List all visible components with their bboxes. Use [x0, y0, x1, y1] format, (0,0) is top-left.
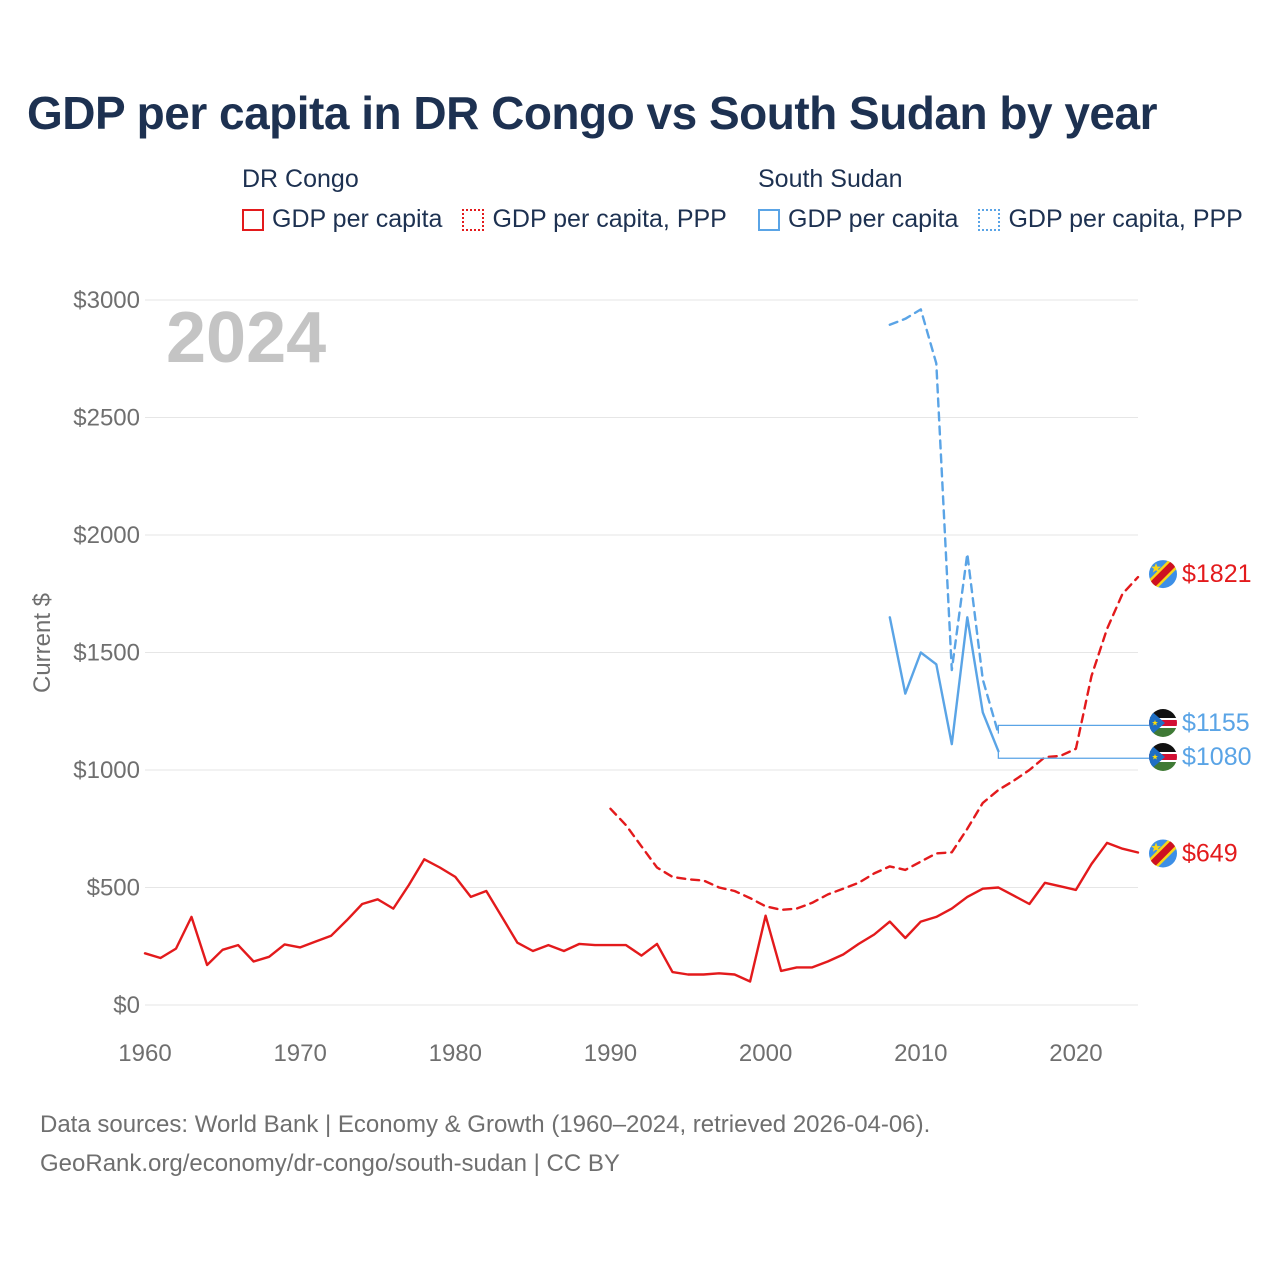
y-tick-label: $1000: [73, 757, 140, 784]
legend-item-label: GDP per capita, PPP: [492, 205, 727, 233]
flag-fimbriation-bottom: [1149, 760, 1177, 762]
flag-body: [1149, 839, 1177, 868]
x-tick-label: 2020: [1049, 1040, 1102, 1067]
x-tick-label: 1960: [118, 1040, 171, 1067]
legend-group-south-sudan: South Sudan GDP per capita GDP per capit…: [758, 163, 1263, 234]
legend-item-sudan-gdp-ppp[interactable]: GDP per capita, PPP: [978, 205, 1243, 234]
legend-item-congo-gdp[interactable]: GDP per capita: [242, 205, 442, 234]
y-axis-label: Current $: [29, 593, 56, 693]
y-tick-label: $1500: [73, 640, 140, 667]
flag-band-black: [1149, 709, 1177, 718]
x-tick-label: 1970: [273, 1040, 326, 1067]
flag-band-black: [1149, 743, 1177, 752]
legend-item-label: GDP per capita: [272, 205, 443, 233]
legend-group-dr-congo: DR Congo GDP per capita GDP per capita, …: [242, 163, 747, 234]
series: [143, 308, 1140, 983]
y-tick-label: $3000: [73, 287, 140, 314]
x-tick-label: 2000: [739, 1040, 792, 1067]
leader-line-3: [997, 724, 1149, 734]
series-line-2: [888, 616, 1000, 753]
flag-triangle: [1149, 709, 1165, 737]
end-value-label: $1155: [1182, 709, 1250, 737]
footer-link[interactable]: GeoRank.org/economy/dr-congo/south-sudan…: [40, 1150, 620, 1177]
footer: Data sources: World Bank | Economy & Gro…: [40, 1105, 930, 1183]
y-tick-label: $2500: [73, 405, 140, 432]
end-value-label: $649: [1182, 839, 1238, 867]
legend-group-title: DR Congo: [242, 165, 359, 193]
flag-south-sudan-icon: [1149, 709, 1177, 737]
footer-source: Data sources: World Bank | Economy & Gro…: [40, 1111, 931, 1138]
end-value-label: $1821: [1182, 560, 1252, 588]
x-tick-label: 2010: [894, 1040, 947, 1067]
axes: $0 $500 $1000 $1500 $2000 $2500 $3000 1960 1970 1…: [73, 287, 1102, 1067]
flag-band-green: [1149, 728, 1177, 737]
flag-star-icon: [1152, 754, 1158, 760]
end-value-label: $1080: [1182, 743, 1252, 771]
series-line-0: [143, 841, 1140, 983]
chart-title: GDP per capita in DR Congo vs South Suda…: [27, 87, 1157, 139]
year-watermark: 2024: [166, 298, 326, 378]
y-tick-label: $500: [87, 875, 140, 902]
flag-fimbriation-bottom: [1149, 726, 1177, 728]
legend-item-congo-gdp-ppp[interactable]: GDP per capita, PPP: [462, 205, 727, 234]
flag-fimbriation-top: [1149, 752, 1177, 754]
legend-group-title: South Sudan: [758, 165, 903, 193]
flag-dr-congo-icon: [1149, 839, 1177, 868]
legend-swatch-solid: [242, 208, 264, 231]
end-labels: $649 $1821 $1080 $1155: [997, 560, 1252, 868]
flag-triangle: [1149, 743, 1165, 771]
legend-swatch-dotted: [978, 208, 1001, 231]
flag-dr-congo-icon: [1149, 560, 1177, 589]
x-tick-label: 1980: [429, 1040, 482, 1067]
flag-body: [1149, 709, 1177, 737]
flag-body: [1149, 743, 1177, 771]
legend-item-sudan-gdp[interactable]: GDP per capita: [758, 205, 958, 234]
legend-swatch-dotted: [462, 208, 485, 231]
series-line-3: [888, 308, 1000, 735]
flag-south-sudan-icon: [1149, 743, 1177, 771]
y-tick-label: $2000: [73, 522, 140, 549]
legend-item-label: GDP per capita: [788, 205, 959, 233]
flag-star-icon: [1151, 842, 1161, 852]
flag-star-icon: [1151, 563, 1161, 573]
flag-body: [1149, 560, 1177, 589]
legend-item-label: GDP per capita, PPP: [1008, 205, 1243, 233]
series-line-1: [609, 575, 1140, 911]
grid-lines: [145, 299, 1138, 1006]
x-tick-label: 1990: [584, 1040, 637, 1067]
flag-band-green: [1149, 762, 1177, 771]
leader-line-2: [997, 751, 1149, 759]
flag-fimbriation-top: [1149, 718, 1177, 720]
y-tick-label: $0: [113, 992, 140, 1019]
legend-swatch-solid: [758, 208, 780, 231]
flag-star-icon: [1152, 720, 1158, 726]
